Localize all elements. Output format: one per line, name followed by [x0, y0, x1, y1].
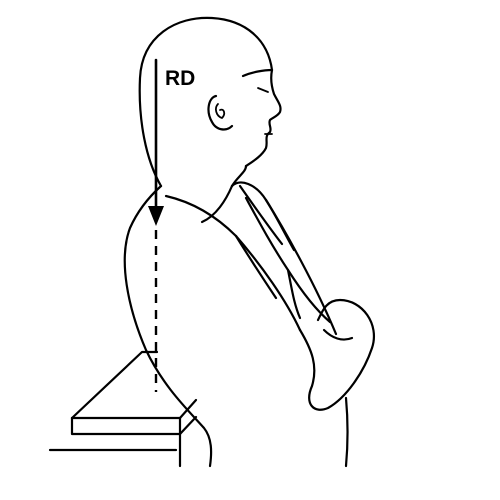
head [138, 16, 282, 188]
torso [123, 164, 248, 468]
reference-arrow-head [148, 206, 164, 226]
upper-arm [164, 184, 302, 332]
crossed-arms [230, 181, 375, 468]
reference-label: RD [165, 67, 195, 90]
table-box [48, 350, 198, 468]
ear [207, 94, 234, 131]
reference-line [148, 58, 164, 392]
